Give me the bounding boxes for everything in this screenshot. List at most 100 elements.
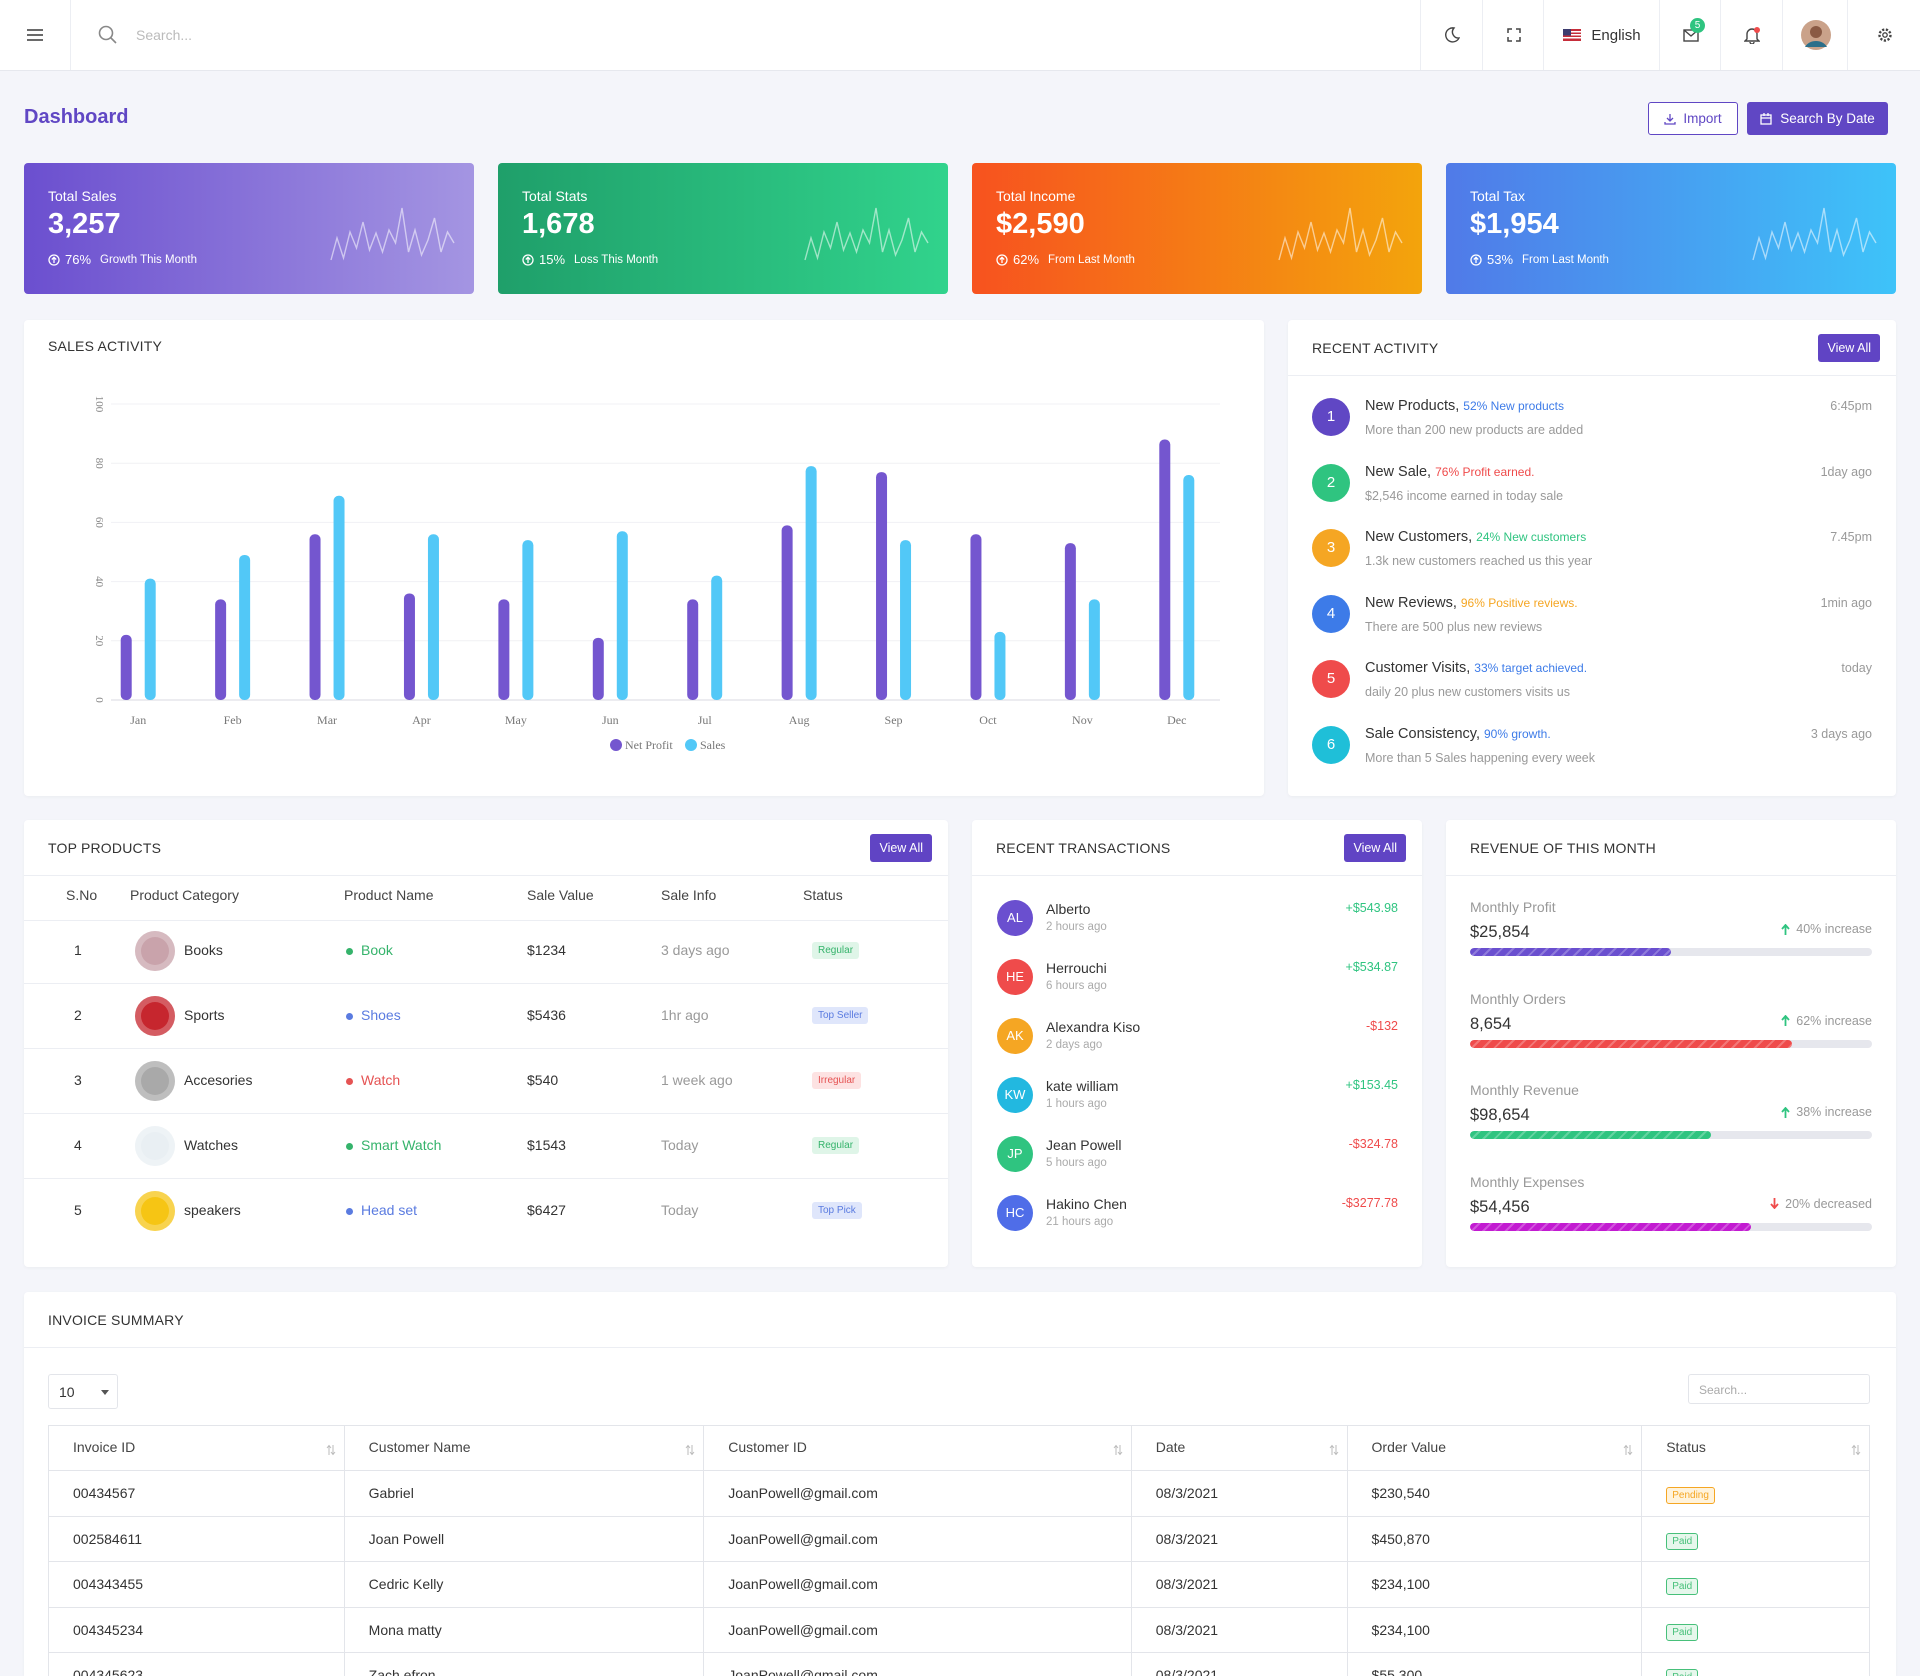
cell-text: 004343455 bbox=[73, 1576, 144, 1592]
bar bbox=[403, 593, 415, 700]
activity-title-line: Sale Consistency, 90% growth. bbox=[1365, 726, 1551, 742]
metric-label: Monthly Revenue bbox=[1470, 1082, 1579, 1098]
activity-time: 6:45pm bbox=[1830, 399, 1872, 413]
column-header[interactable]: Invoice ID bbox=[49, 1426, 345, 1470]
table-cell: 004343455 bbox=[49, 1562, 345, 1607]
transaction-time: 1 hours ago bbox=[1046, 1098, 1107, 1110]
status-dot bbox=[346, 1013, 353, 1020]
header-text: Invoice ID bbox=[73, 1439, 136, 1455]
view-all-button[interactable]: View All bbox=[1344, 834, 1406, 862]
activity-highlight: 76% Profit earned. bbox=[1435, 464, 1535, 479]
activity-highlight: 90% growth. bbox=[1483, 726, 1551, 741]
customer-name: Herrouchi bbox=[1046, 960, 1107, 976]
table-cell: 08/3/2021 bbox=[1132, 1471, 1348, 1516]
profile-button[interactable] bbox=[1782, 0, 1848, 70]
bar bbox=[498, 599, 510, 700]
cell-text: JoanPowell@gmail.com bbox=[728, 1576, 878, 1592]
table-cell: 002584611 bbox=[49, 1516, 345, 1561]
column-header[interactable]: Customer Name bbox=[345, 1426, 705, 1470]
activity-description: $2,546 income earned in today sale bbox=[1365, 488, 1564, 503]
activity-highlight: 33% target achieved. bbox=[1474, 661, 1588, 675]
cell-text: JoanPowell@gmail.com bbox=[728, 1530, 878, 1547]
view-all-button[interactable]: View All bbox=[1818, 334, 1880, 362]
activity-time: 1min ago bbox=[1820, 595, 1872, 610]
table-cell: Zach efron bbox=[345, 1653, 705, 1676]
column-header[interactable]: Date bbox=[1132, 1426, 1348, 1470]
x-tick-label: Nov bbox=[1072, 713, 1093, 727]
settings-button[interactable] bbox=[1847, 0, 1920, 70]
row-divider bbox=[24, 1048, 948, 1049]
column-header: Status bbox=[803, 887, 843, 903]
progress-bar bbox=[1470, 948, 1671, 956]
status-dot bbox=[346, 948, 353, 955]
search-icon bbox=[98, 25, 117, 44]
cell-text: 004345234 bbox=[73, 1621, 144, 1638]
header-row: Invoice ID Customer Name Customer ID Date Or… bbox=[49, 1426, 1869, 1471]
table-search[interactable]: Search... bbox=[1688, 1374, 1870, 1404]
fullscreen-icon bbox=[1506, 28, 1521, 42]
table-cell: $234,100 bbox=[1348, 1607, 1643, 1652]
download-icon bbox=[1664, 113, 1677, 125]
sparkline-path bbox=[1278, 207, 1403, 261]
theme-toggle[interactable] bbox=[1420, 0, 1483, 70]
notifications-button[interactable] bbox=[1720, 0, 1783, 70]
activity-description: More than 200 new products are added bbox=[1365, 423, 1584, 437]
card-header bbox=[1446, 820, 1896, 876]
activity-number: 3 bbox=[1312, 529, 1350, 567]
fullscreen-toggle[interactable] bbox=[1482, 0, 1544, 70]
cell-text: $234,100 bbox=[1371, 1576, 1430, 1592]
bar bbox=[592, 637, 604, 700]
column-header[interactable]: Status bbox=[1642, 1426, 1869, 1470]
table-cell: Gabriel bbox=[345, 1471, 705, 1516]
product-category: speakers bbox=[184, 1202, 241, 1218]
bar bbox=[994, 631, 1006, 700]
mail-button[interactable]: 5 bbox=[1659, 0, 1721, 70]
top-products-card: TOP PRODUCTS View All S.No Product Catego… bbox=[24, 820, 948, 1267]
page-size-select[interactable]: 10 bbox=[48, 1374, 118, 1409]
flag-icon bbox=[1563, 29, 1582, 41]
gear-icon bbox=[1877, 28, 1892, 42]
column-header[interactable]: Customer ID bbox=[704, 1426, 1132, 1470]
transaction-time: 6 hours ago bbox=[1046, 980, 1107, 992]
search-input[interactable]: Search... bbox=[136, 27, 193, 43]
x-tick-label: Feb bbox=[224, 713, 242, 727]
change-text: 40% increase bbox=[1796, 922, 1872, 936]
bar bbox=[1183, 475, 1195, 700]
sparkline-path bbox=[330, 207, 455, 261]
status-dot bbox=[346, 1078, 353, 1085]
legend-marker bbox=[685, 739, 697, 751]
menu-icon bbox=[27, 29, 43, 41]
icon-arrow bbox=[1473, 255, 1479, 263]
avatar bbox=[1800, 20, 1831, 50]
table-cell: 08/3/2021 bbox=[1132, 1607, 1348, 1652]
transaction-amount: +$153.45 bbox=[1345, 1078, 1398, 1092]
cell-text: JoanPowell@gmail.com bbox=[728, 1485, 878, 1501]
column-header[interactable]: Order Value bbox=[1348, 1426, 1643, 1470]
view-all-button[interactable]: View All bbox=[870, 834, 932, 862]
cell-text: JoanPowell@gmail.com bbox=[728, 1621, 878, 1638]
avatar: HC bbox=[997, 1195, 1033, 1231]
cell-text: Gabriel bbox=[368, 1485, 414, 1501]
x-tick-label: Aug bbox=[789, 713, 810, 727]
bar bbox=[120, 634, 132, 700]
avatar: AK bbox=[997, 1018, 1033, 1054]
trend-arrow bbox=[1781, 1015, 1790, 1026]
menu-toggle[interactable] bbox=[0, 0, 71, 70]
button-label: Search By Date bbox=[1780, 111, 1875, 126]
import-button[interactable]: Import bbox=[1648, 102, 1738, 135]
language-select[interactable]: English bbox=[1543, 0, 1660, 70]
search-by-date-button[interactable]: Search By Date bbox=[1747, 102, 1888, 135]
bar bbox=[144, 578, 156, 700]
sort-icon bbox=[1113, 1444, 1123, 1456]
stat-value: 3,257 bbox=[48, 208, 121, 240]
activity-title: New Reviews, bbox=[1365, 594, 1457, 611]
sales-activity-card: SALES ACTIVITY 0 20 40 60 80 100 Jan Feb Mar Apr M… bbox=[24, 320, 1264, 796]
sale-info: 1hr ago bbox=[661, 1007, 709, 1023]
table-cell: 08/3/2021 bbox=[1132, 1653, 1348, 1676]
card-header bbox=[24, 1292, 1896, 1348]
icon-circle bbox=[996, 253, 1008, 266]
table-cell: JoanPowell@gmail.com bbox=[704, 1562, 1132, 1607]
table-cell: JoanPowell@gmail.com bbox=[704, 1516, 1132, 1561]
header-text: Status bbox=[1666, 1439, 1706, 1455]
metric-change: 40% increase bbox=[1781, 922, 1872, 936]
